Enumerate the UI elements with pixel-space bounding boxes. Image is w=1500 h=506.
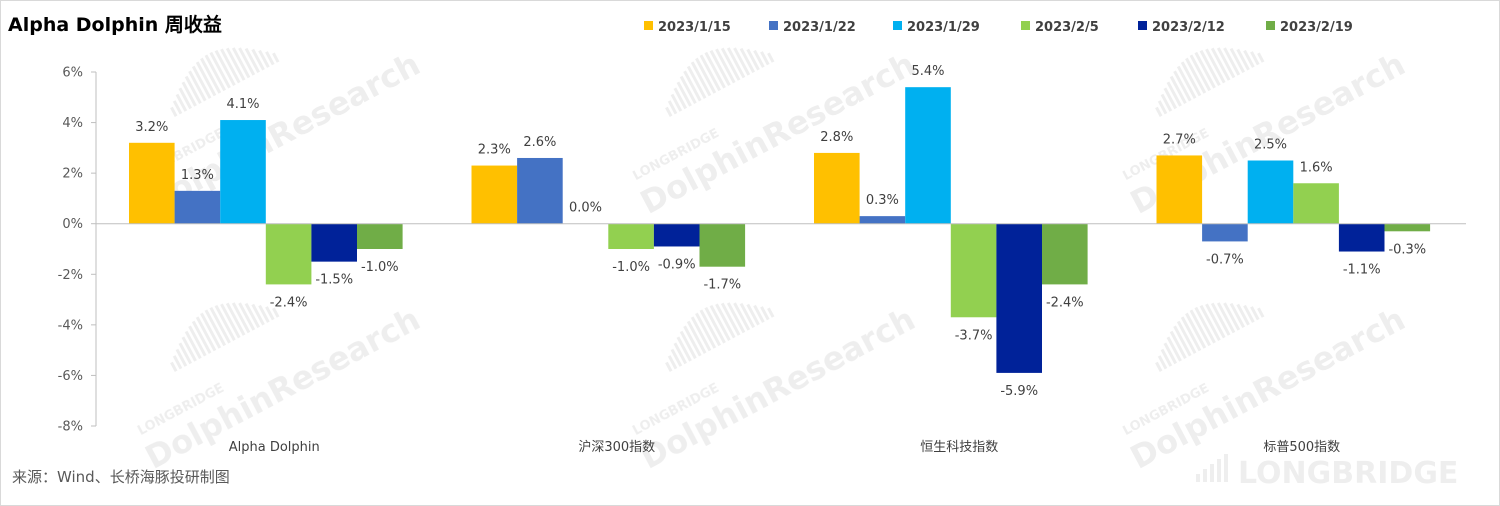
bar: [1384, 223, 1431, 232]
data-label: 4.1%: [226, 97, 259, 112]
data-label: -1.7%: [703, 278, 741, 293]
brand-text: LONGBRIDGE: [1238, 456, 1458, 491]
bar: [357, 223, 403, 249]
brand-bar-icon: [1224, 454, 1228, 482]
watermark-bars-icon: [1155, 302, 1265, 372]
data-label: -1.5%: [315, 273, 353, 288]
watermark-bars-icon: [665, 302, 775, 372]
bar: [653, 223, 700, 247]
bar: [1156, 155, 1203, 224]
brand-bar-icon: [1196, 474, 1200, 482]
legend-item: 2023/2/19: [1266, 20, 1353, 35]
data-label: 2.3%: [478, 143, 511, 158]
bar: [950, 223, 997, 318]
bar: [220, 120, 266, 224]
bar: [1042, 223, 1088, 285]
category-label: 标普500指数: [1263, 440, 1340, 455]
data-label: -2.4%: [1046, 295, 1084, 310]
bar: [265, 223, 312, 285]
y-tick-label: 4%: [62, 116, 83, 131]
y-tick-label: -8%: [58, 420, 83, 435]
legend-item: 2023/1/29: [893, 20, 980, 35]
y-tick-label: 2%: [62, 167, 83, 182]
brand-bar-icon: [1203, 469, 1207, 482]
watermark-bars-icon: [170, 302, 280, 372]
data-label: 2.8%: [820, 130, 853, 145]
legend-swatch: [893, 21, 902, 30]
data-label: -0.9%: [658, 257, 696, 272]
legend-item: 2023/2/5: [1021, 20, 1099, 35]
bar: [129, 142, 175, 224]
bar: [1293, 183, 1339, 224]
data-label: 2.7%: [1163, 132, 1196, 147]
bar: [608, 223, 654, 249]
bar: [699, 223, 746, 267]
data-label: -5.9%: [1000, 384, 1038, 399]
data-label: 5.4%: [911, 64, 944, 79]
legend-item: 2023/1/15: [644, 20, 731, 35]
bar: [174, 190, 221, 224]
data-label: -2.4%: [270, 295, 308, 310]
bar: [471, 165, 518, 224]
brand-logo: LONGBRIDGE: [1196, 454, 1458, 491]
y-tick-label: -6%: [58, 369, 83, 384]
bar: [311, 223, 357, 262]
y-tick-label: 6%: [62, 66, 83, 81]
legend-swatch: [1266, 21, 1275, 30]
bar: [517, 157, 563, 224]
legend-swatch: [644, 21, 653, 30]
y-tick-label: 0%: [62, 217, 83, 232]
data-label: -3.7%: [955, 328, 993, 343]
bar: [1338, 223, 1385, 252]
category-label: 恒生科技指数: [920, 440, 998, 455]
legend-swatch: [1138, 21, 1147, 30]
legend-label: 2023/2/12: [1152, 20, 1225, 35]
bar: [814, 152, 860, 224]
data-label: -0.3%: [1388, 242, 1426, 257]
data-label: 1.3%: [181, 168, 214, 183]
legend-label: 2023/1/29: [907, 20, 980, 35]
bars-layer: [129, 87, 1431, 373]
source-note: 来源：Wind、长桥海豚投研制图: [12, 468, 230, 486]
watermark-big-text: DolphinResearch: [634, 300, 921, 477]
bar: [1202, 223, 1248, 242]
legend-label: 2023/1/22: [783, 20, 856, 35]
y-tick-label: -4%: [58, 318, 83, 333]
watermark-bars-icon: [665, 47, 775, 117]
data-labels-layer: 3.2% 1.3% 4.1% -2.4% -1.5% -1.0% Alpha Dolphin…: [135, 64, 1426, 455]
data-label: 2.5%: [1254, 138, 1287, 153]
data-label: -1.0%: [612, 260, 650, 275]
y-tick-label: -2%: [58, 268, 83, 283]
watermark-bars-icon: [1155, 47, 1265, 117]
bar: [859, 216, 906, 224]
bar: [1247, 160, 1294, 224]
data-label: 1.6%: [1300, 160, 1333, 175]
data-label: 0.0%: [569, 201, 602, 216]
legend-item: 2023/2/12: [1138, 20, 1225, 35]
data-label: 3.2%: [135, 120, 168, 135]
bar: [996, 223, 1042, 373]
axes-layer: 6% 4% 2% 0% -2% -4% -6% -8%: [58, 66, 1466, 435]
data-label: -1.0%: [361, 260, 399, 275]
watermark-bars-icon: [170, 47, 280, 117]
category-label: Alpha Dolphin: [229, 440, 320, 455]
bar: [905, 87, 951, 224]
data-label: -1.1%: [1343, 263, 1381, 278]
chart-title: Alpha Dolphin 周收益: [8, 14, 222, 36]
legend-swatch: [1021, 21, 1030, 30]
brand-bar-icon: [1217, 459, 1221, 482]
data-label: 2.6%: [523, 135, 556, 150]
legend-label: 2023/2/5: [1035, 20, 1099, 35]
brand-bar-icon: [1210, 464, 1214, 482]
legend-swatch: [769, 21, 778, 30]
legend-label: 2023/2/19: [1280, 20, 1353, 35]
category-label: 沪深300指数: [578, 439, 655, 455]
data-label: 0.3%: [866, 193, 899, 208]
legend-label: 2023/1/15: [658, 20, 731, 35]
data-label: -0.7%: [1206, 252, 1244, 267]
legend-item: 2023/1/22: [769, 20, 856, 35]
